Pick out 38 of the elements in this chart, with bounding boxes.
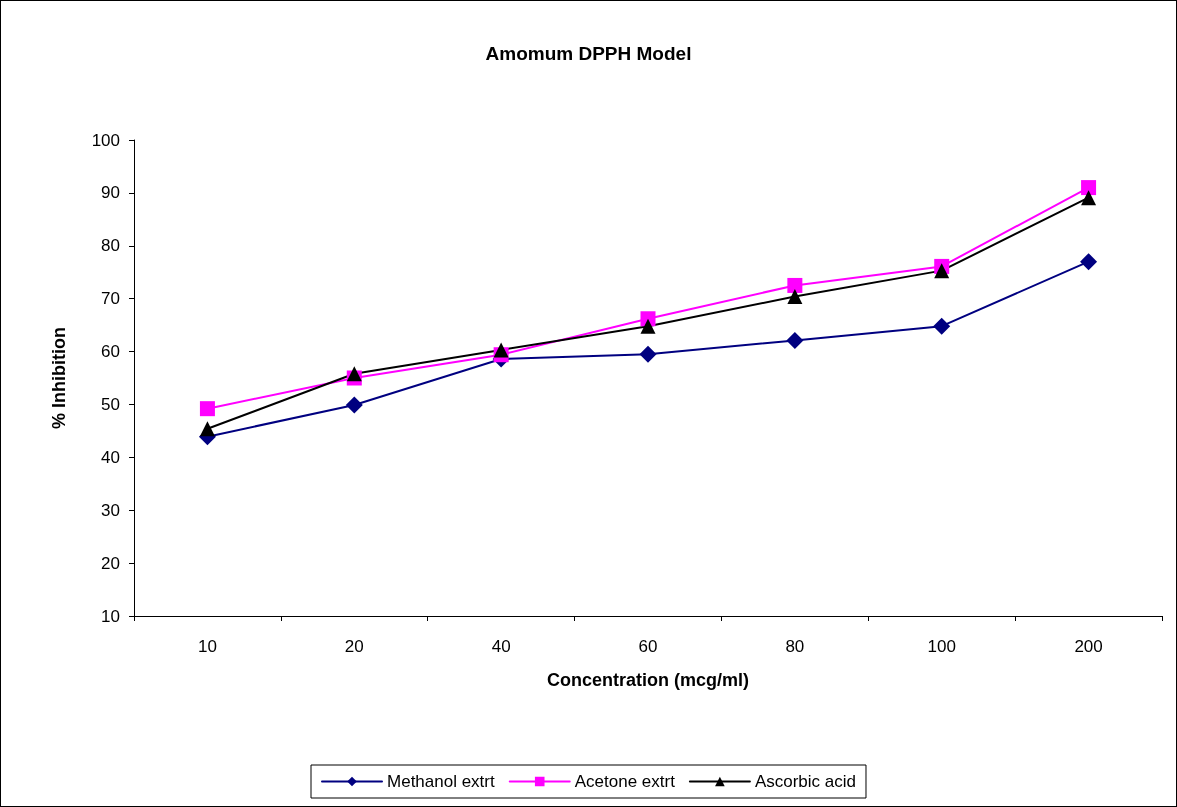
point: [640, 318, 656, 334]
point: [345, 396, 363, 414]
y-tick-label: 40: [101, 447, 120, 467]
y-tick-label: 60: [101, 342, 120, 362]
point: [1081, 180, 1097, 196]
y-tick-label: 70: [101, 289, 120, 309]
x-tick-label: 80: [785, 637, 805, 656]
y-tick-label: 30: [101, 500, 120, 520]
y-tick-label: 100: [91, 130, 120, 150]
chart-title: Amomum DPPH Model: [485, 43, 692, 64]
point: [787, 277, 803, 293]
x-tick-label: 40: [491, 637, 511, 656]
y-tick-label: 20: [101, 553, 120, 573]
x-tick-label: 10: [197, 637, 217, 656]
y-tick-label: 10: [101, 606, 120, 626]
point: [786, 331, 804, 349]
point: [493, 342, 509, 358]
point: [933, 317, 951, 335]
point: [934, 263, 950, 279]
x-tick-label: 200: [1074, 637, 1103, 656]
y-tick-label: 90: [101, 183, 120, 203]
point: [346, 366, 362, 382]
x-tick-label: 20: [344, 637, 364, 656]
x-tick-label: 60: [638, 637, 658, 656]
point: [1081, 190, 1097, 206]
point: [199, 421, 215, 437]
point: [1080, 253, 1098, 271]
legend-label: Methanol extrt: [387, 772, 496, 791]
point: [639, 345, 657, 363]
y-tick-label: 80: [101, 236, 120, 256]
legend-label: Acetone extrt: [574, 772, 676, 791]
x-tick-label: 100: [927, 637, 956, 656]
y-tick-label: 50: [101, 394, 120, 414]
legend-label: Ascorbic acid: [754, 772, 856, 791]
point: [787, 289, 803, 305]
point: [199, 401, 215, 417]
y-axis-title: % Inhibition: [49, 327, 69, 429]
x-axis-title: Concentration (mcg/ml): [546, 670, 750, 690]
